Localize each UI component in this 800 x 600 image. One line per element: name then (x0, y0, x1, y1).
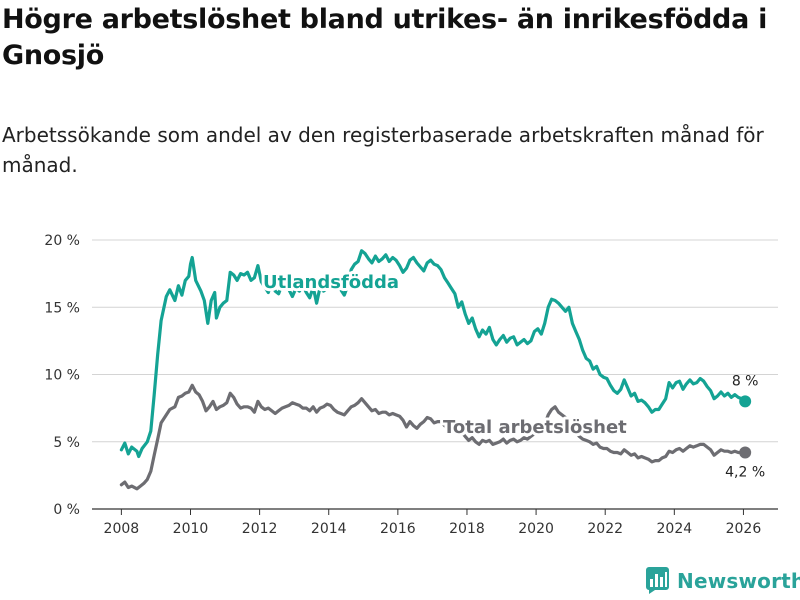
series-label-total-halo: Total arbetslöshet (443, 417, 627, 438)
series-label-utlandsfodda: Utlandsfödda (263, 272, 399, 293)
x-tick-label: 2010 (173, 521, 209, 537)
series-line-total (119, 383, 747, 491)
brand-logo: Newsworthy (646, 567, 800, 594)
series-label-total: Total arbetslöshet (443, 417, 627, 438)
end-point-total (739, 446, 752, 459)
series-label-utlandsfodda-halo: Utlandsfödda (263, 272, 399, 293)
x-tick-label: 2022 (587, 521, 623, 537)
y-tick-label: 15 % (44, 300, 80, 316)
x-tick-label: 2024 (657, 521, 693, 537)
y-tick-label: 0 % (53, 502, 80, 518)
x-tick-label: 2008 (104, 521, 140, 537)
x-tick-label: 2012 (242, 521, 278, 537)
x-tick-label: 2014 (311, 521, 347, 537)
end-point-utlandsfodda (739, 395, 752, 408)
chart-title: Högre arbetslöshet bland utrikes- än inr… (2, 4, 768, 71)
newsworthy-icon (646, 567, 669, 594)
x-tick-label: 2026 (726, 521, 762, 537)
end-label-total: 4,2 % (725, 465, 765, 481)
x-tick-label: 2020 (518, 521, 554, 537)
y-tick-label: 20 % (44, 233, 80, 249)
x-tick-label: 2016 (380, 521, 416, 537)
y-tick-label: 5 % (53, 435, 80, 451)
x-tick-label: 2018 (449, 521, 485, 537)
y-tick-label: 10 % (44, 368, 80, 384)
brand-name: Newsworthy (677, 568, 800, 593)
end-label-utlandsfodda: 8 % (732, 373, 759, 389)
series-line-utlandsfodda (119, 249, 747, 459)
chart-subtitle: Arbetssökande som andel av den registerb… (2, 123, 764, 177)
